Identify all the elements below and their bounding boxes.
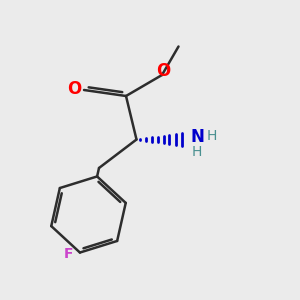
Text: N: N: [190, 128, 204, 146]
Text: O: O: [67, 80, 82, 98]
Text: H: H: [192, 145, 202, 159]
Text: F: F: [64, 247, 73, 261]
Text: O: O: [156, 61, 171, 80]
Text: H: H: [207, 129, 217, 142]
